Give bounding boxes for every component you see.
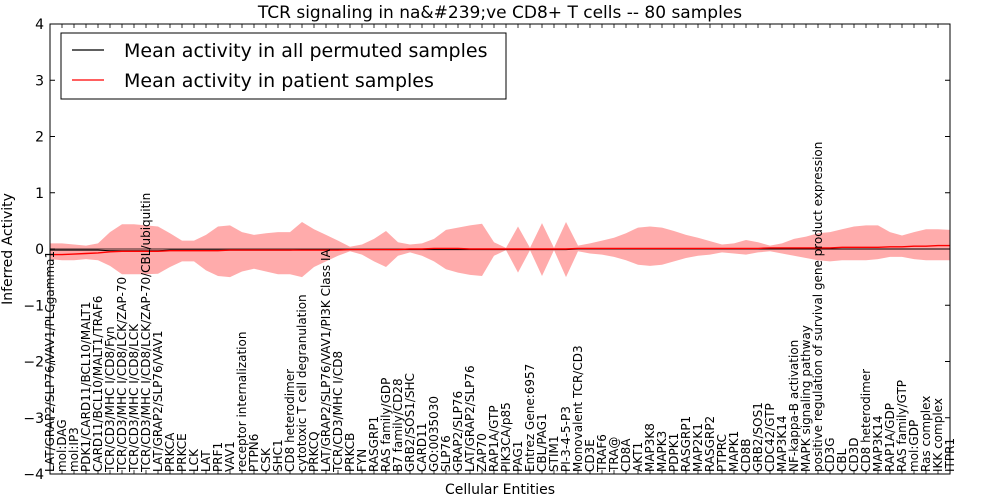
- entity-label: GO:0035030: [427, 396, 441, 472]
- entity-label: SHC1: [271, 439, 285, 472]
- entity-label: MAP3K8: [643, 423, 657, 472]
- entity-label: TCR/CD3/MHC I/CD8/LCK/ZAP-70/CBL/ubiquit…: [139, 193, 153, 473]
- entity-label: Ras complex: [919, 396, 933, 472]
- entity-label: CBL: [835, 448, 849, 472]
- entity-label: LAT/GRAP2/SLP76/VAV1/PI3K Class IA: [319, 248, 333, 472]
- entity-label: CDC42/GTP: [763, 403, 777, 472]
- entity-label: TCR/CD3/MHC I/CD8/LCK: [127, 323, 141, 473]
- entity-label: CD8 heterodimer: [859, 369, 873, 472]
- entity-label: CD8A: [619, 438, 633, 472]
- entity-label: CD8 heterodimer: [283, 369, 297, 472]
- entity-label: PRKCE: [175, 433, 189, 472]
- entity-label: CD3G: [823, 437, 837, 472]
- y-axis: −4 −3 −2 −1 0 1 2 3 4: [23, 17, 951, 483]
- plot-area: [50, 222, 950, 278]
- entity-label: mol:GDP: [907, 420, 921, 472]
- entity-label: GRB2/SOS1: [751, 402, 765, 472]
- entity-labels: LAT/GRAP2/SLP76/VAV1/PLCgamma1mol:DAGmol…: [43, 142, 957, 473]
- entity-label: GRAP2/SLP76: [451, 391, 465, 472]
- chart-title: TCR signaling in na&#239;ve CD8+ T cells…: [257, 3, 742, 23]
- entity-label: CARD11: [415, 423, 429, 472]
- entity-label: CD8B: [739, 439, 753, 473]
- entity-label: SLP76: [439, 435, 453, 472]
- entity-label: positive regulation of survival gene pro…: [811, 142, 825, 472]
- entity-label: CD3E: [583, 439, 597, 472]
- entity-label: TCR/CD3/MHC I/CD8: [331, 351, 345, 473]
- entity-label: LAT/GRAP2/SLP76/VAV1: [151, 331, 165, 472]
- entity-label: PDPK1: [667, 433, 681, 472]
- entity-label: mol:IP3: [67, 427, 81, 472]
- entity-label: VAV1: [223, 441, 237, 472]
- entity-label: LAT/GRAP2/SLP76: [463, 365, 477, 472]
- entity-label: TCR/CD3/MHC I/CD8/Fyn: [103, 326, 117, 473]
- entity-label: RASGRP1: [679, 416, 693, 472]
- entity-label: PI-3-4-5-P3: [559, 406, 573, 472]
- entity-label: MAPK1: [727, 431, 741, 472]
- entity-label: cytotoxic T cell degranulation: [295, 294, 309, 472]
- entity-label: AKT1: [631, 442, 645, 472]
- entity-label: PRKCA: [163, 432, 177, 472]
- y-axis-label: Inferred Activity: [0, 193, 16, 305]
- entity-label: NF-kappa-B activation: [787, 340, 801, 472]
- entity-label: STIM1: [547, 436, 561, 472]
- entity-label: CSK: [259, 447, 273, 472]
- entity-label: RASGRP1: [367, 416, 381, 472]
- entity-label: RAP1A/GDP: [883, 403, 897, 472]
- entity-label: mol:DAG: [55, 419, 69, 472]
- y-tick-label: −1: [23, 298, 44, 314]
- y-tick-label: 0: [35, 242, 44, 258]
- entity-label: IKK complex: [931, 398, 945, 472]
- y-tick-label: −2: [23, 355, 44, 371]
- entity-label: PDK1/CARD11/BCL10/MALT1: [79, 302, 93, 472]
- entity-label: FYN: [355, 449, 369, 472]
- entity-label: RAS family/GTP: [895, 380, 909, 472]
- entity-label: TCR/CD3/MHC I/CD8/LCK/ZAP-70: [115, 277, 129, 473]
- entity-label: TRAF6: [595, 434, 609, 473]
- entity-label: B7 family/CD28: [391, 378, 405, 472]
- legend-label-permuted: Mean activity in all permuted samples: [124, 40, 487, 62]
- entity-label: MAP3K14: [775, 415, 789, 472]
- entity-label: MAPK signaling pathway: [799, 325, 813, 472]
- entity-label: GRB2/SOS1/SHC: [403, 373, 417, 472]
- y-tick-label: −4: [23, 467, 44, 483]
- entity-label: PRKCQ: [307, 431, 321, 472]
- y-tick-label: 4: [35, 17, 44, 33]
- entity-label: MAP2K1: [691, 423, 705, 472]
- y-tick-label: 1: [35, 186, 44, 202]
- entity-label: RAS family/GDP: [379, 378, 393, 472]
- y-tick-label: 3: [35, 73, 44, 89]
- entity-label: CBL/PAG1: [535, 413, 549, 472]
- entity-label: PRF1: [211, 442, 225, 472]
- y-tick-label: −3: [23, 411, 44, 427]
- entity-label: PAG1: [511, 441, 525, 472]
- x-axis-label: Cellular Entities: [445, 482, 555, 498]
- entity-label: RASGRP2: [703, 416, 717, 472]
- entity-label: Monovalent TCR/CD3: [571, 345, 585, 472]
- entity-label: MAP3K14: [871, 415, 885, 472]
- entity-label: RAP1A/GTP: [487, 405, 501, 472]
- entity-label: PTPRC: [715, 434, 729, 472]
- entity-label: PIK3CA/p85: [499, 402, 513, 472]
- entity-label: ZAP70: [475, 433, 489, 472]
- entity-label: LAT: [199, 450, 213, 472]
- entity-label: PRKCB: [343, 433, 357, 472]
- entity-label: TRA@: [607, 437, 621, 473]
- entity-label: MAPK3: [655, 431, 669, 472]
- entity-label: receptor internalization: [235, 332, 249, 472]
- legend: Mean activity in all permuted samples Me…: [60, 32, 507, 100]
- legend-label-patient: Mean activity in patient samples: [124, 70, 434, 92]
- y-tick-label: 2: [35, 130, 44, 146]
- patient-mean-line: [50, 244, 950, 256]
- entity-label: PTPN6: [247, 434, 261, 472]
- entity-label: CARD11/BCL10/MALT1/TRAF6: [91, 296, 105, 472]
- legend-box: [60, 32, 507, 100]
- entity-label: LCK: [187, 448, 201, 472]
- entity-label: Entrez Gene:6957: [523, 364, 537, 472]
- entity-label: CD3D: [847, 438, 861, 473]
